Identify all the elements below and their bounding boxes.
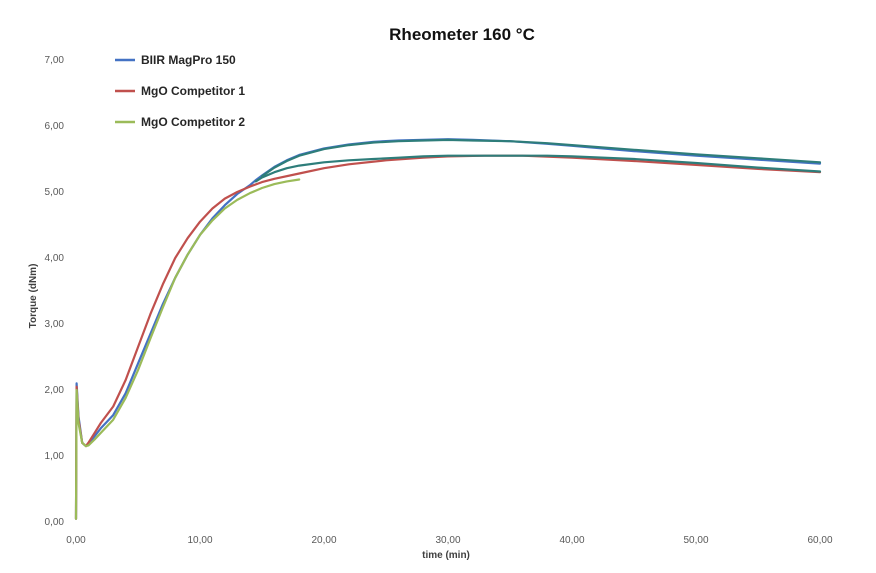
series-line-3 [74,178,301,520]
series-line-5 [260,138,822,178]
x-tick-label: 40,00 [559,535,584,546]
x-tick-label: 0,00 [66,535,86,546]
series-line-4 [254,154,822,183]
y-axis-title: Torque (dNm) [28,264,39,329]
legend-label: BIIR MagPro 150 [141,53,236,67]
y-tick-label: 2,00 [45,385,65,396]
y-tick-label: 1,00 [45,451,65,462]
x-tick-label: 60,00 [807,535,832,546]
chart-title: Rheometer 160 °C [389,25,535,44]
y-tick-label: 7,00 [45,55,65,66]
y-tick-label: 6,00 [45,121,65,132]
x-tick-label: 50,00 [683,535,708,546]
series-layer [74,138,822,520]
x-axis-ticks: 0,00 10,00 20,00 30,00 40,00 50,00 60,00 [66,535,833,546]
y-tick-label: 4,00 [45,253,65,264]
x-tick-label: 10,00 [187,535,212,546]
x-tick-label: 20,00 [311,535,336,546]
x-axis-title: time (min) [422,550,470,561]
y-tick-label: 5,00 [45,187,65,198]
legend: BIIR MagPro 150 MgO Competitor 1 MgO Compe… [115,53,245,129]
y-tick-label: 0,00 [45,517,65,528]
y-tick-label: 3,00 [45,319,65,330]
x-tick-label: 30,00 [435,535,460,546]
y-axis-ticks: 0,00 1,00 2,00 3,00 4,00 5,00 6,00 7,00 [45,55,65,528]
legend-label: MgO Competitor 1 [141,84,245,98]
legend-label: MgO Competitor 2 [141,115,245,129]
